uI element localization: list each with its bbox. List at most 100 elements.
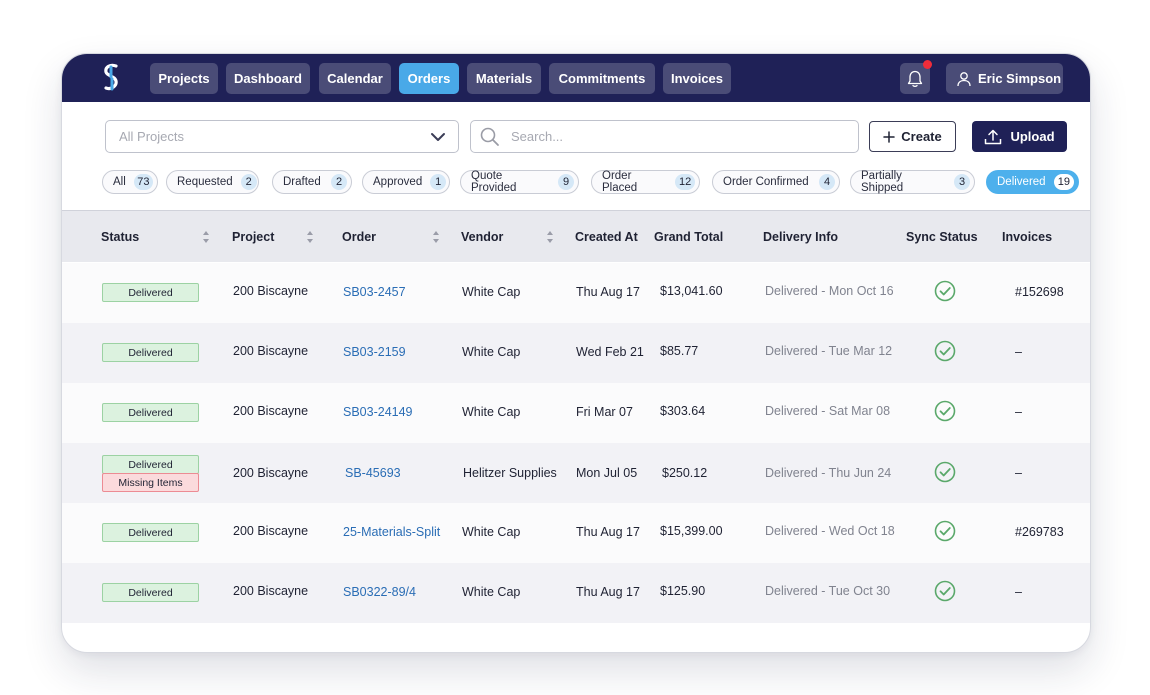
grand-total-cell: $250.12 (662, 466, 708, 480)
project-cell: 200 Biscayne (233, 284, 309, 298)
nav-materials[interactable]: Materials (467, 63, 541, 94)
table-row[interactable]: Delivered 200 Biscayne SB03-2457 White C… (62, 263, 1090, 323)
vendor-cell: White Cap (462, 585, 521, 599)
table-row[interactable]: Delivered 200 Biscayne 25-Materials-Spli… (62, 503, 1090, 563)
nav-invoices[interactable]: Invoices (663, 63, 731, 94)
table-row[interactable]: Delivered 200 Biscayne SB0322-89/4 White… (62, 563, 1090, 623)
created-at-cell: Mon Jul 05 (576, 466, 638, 480)
filter-delivered[interactable]: Delivered 19 (986, 170, 1079, 194)
filter-requested[interactable]: Requested 2 (166, 170, 259, 194)
delivery-info-cell: Delivered - Tue Oct 30 (765, 584, 891, 598)
nav-orders[interactable]: Orders (399, 63, 459, 94)
upload-icon (985, 129, 1002, 144)
filter-label: Requested (177, 176, 233, 188)
created-at-cell: Thu Aug 17 (576, 285, 640, 299)
upload-button[interactable]: Upload (972, 121, 1067, 152)
table-row[interactable]: Delivered Missing Items 200 Biscayne SB-… (62, 443, 1090, 503)
invoice-cell[interactable]: #269783 (1015, 525, 1064, 539)
order-link[interactable]: SB0322-89/4 (343, 585, 416, 599)
filter-all[interactable]: All 73 (102, 170, 158, 194)
table-row[interactable]: Delivered 200 Biscayne SB03-2159 White C… (62, 323, 1090, 383)
column-header-vendor[interactable]: Vendor (461, 230, 504, 244)
app-logo-icon[interactable] (102, 63, 122, 93)
column-header-grand-total[interactable]: Grand Total (654, 230, 724, 244)
filter-label: Order Placed (602, 170, 638, 194)
invoice-cell[interactable]: #152698 (1015, 285, 1064, 299)
column-header-delivery-info[interactable]: Delivery Info (763, 230, 839, 244)
order-link[interactable]: SB03-2457 (343, 285, 406, 299)
filter-count: 2 (331, 174, 347, 190)
column-header-project[interactable]: Project (232, 230, 275, 244)
project-select[interactable]: All Projects (105, 120, 459, 153)
check-circle-icon (934, 340, 956, 362)
created-at-cell: Fri Mar 07 (576, 405, 633, 419)
app-window: Projects Dashboard Calendar Orders Mater… (61, 53, 1091, 653)
create-button[interactable]: Create (869, 121, 956, 152)
check-circle-icon (934, 580, 956, 602)
filter-count: 3 (954, 174, 970, 190)
project-cell: 200 Biscayne (233, 524, 309, 538)
project-cell: 200 Biscayne (233, 584, 309, 598)
nav-dashboard[interactable]: Dashboard (226, 63, 310, 94)
plus-icon (883, 130, 896, 143)
nav-label: Projects (158, 71, 210, 86)
column-header-invoices[interactable]: Invoices (1002, 230, 1053, 244)
nav-projects[interactable]: Projects (150, 63, 218, 94)
create-label: Create (901, 129, 942, 144)
grand-total-cell: $15,399.00 (660, 524, 723, 538)
grand-total-cell: $85.77 (660, 344, 699, 358)
vendor-cell: White Cap (462, 345, 521, 359)
sort-icon[interactable] (432, 229, 440, 245)
check-circle-icon (934, 520, 956, 542)
filter-quote-provided[interactable]: Quote Provided 9 (460, 170, 579, 194)
column-header-order[interactable]: Order (342, 230, 377, 244)
grand-total-cell: $125.90 (660, 584, 706, 598)
filter-order-confirmed[interactable]: Order Confirmed 4 (712, 170, 840, 194)
project-cell: 200 Biscayne (233, 344, 309, 358)
vendor-cell: White Cap (462, 525, 521, 539)
filter-count: 73 (133, 174, 153, 190)
filter-count: 19 (1053, 174, 1074, 190)
sort-icon[interactable] (306, 229, 314, 245)
filter-label: Quote Provided (471, 170, 517, 194)
filter-label: Order Confirmed (723, 176, 809, 188)
user-menu-button[interactable]: Eric Simpson (946, 63, 1063, 94)
column-header-created-at[interactable]: Created At (575, 230, 638, 244)
filter-approved[interactable]: Approved 1 (362, 170, 450, 194)
created-at-cell: Wed Feb 21 (576, 345, 644, 359)
filter-count: 12 (675, 174, 695, 190)
sort-icon[interactable] (546, 229, 554, 245)
column-header-sync-status[interactable]: Sync Status (906, 230, 978, 244)
order-link[interactable]: 25-Materials-Split (343, 525, 441, 539)
filter-label: Drafted (283, 176, 321, 188)
status-badge: Delivered (102, 403, 199, 422)
status-badge: Delivered (102, 523, 199, 542)
project-cell: 200 Biscayne (233, 466, 309, 480)
nav-commitments[interactable]: Commitments (549, 63, 655, 94)
sort-icon[interactable] (202, 229, 210, 245)
table-row[interactable]: Delivered 200 Biscayne SB03-24149 White … (62, 383, 1090, 443)
status-badge: Delivered (102, 343, 199, 362)
project-cell: 200 Biscayne (233, 404, 309, 418)
filter-count: 2 (240, 174, 257, 190)
order-link[interactable]: SB03-24149 (343, 405, 413, 419)
nav-label: Orders (407, 71, 451, 86)
search-box[interactable] (470, 120, 859, 153)
filter-partially-shipped[interactable]: Partially Shipped 3 (850, 170, 975, 194)
status-badge: Delivered (102, 583, 199, 602)
created-at-cell: Thu Aug 17 (576, 525, 640, 539)
search-input[interactable] (511, 129, 831, 144)
nav-calendar[interactable]: Calendar (319, 63, 391, 94)
order-link[interactable]: SB03-2159 (343, 345, 406, 359)
grand-total-cell: $303.64 (660, 404, 706, 418)
vendor-cell: White Cap (462, 405, 521, 419)
table-header: Status Project Order Vendor Created At G… (62, 210, 1090, 262)
filter-order-placed[interactable]: Order Placed 12 (591, 170, 700, 194)
filter-label: Partially Shipped (861, 170, 904, 194)
filter-drafted[interactable]: Drafted 2 (272, 170, 352, 194)
nav-label: Dashboard (234, 71, 302, 86)
nav-label: Commitments (558, 71, 646, 86)
column-header-status[interactable]: Status (101, 230, 140, 244)
notification-dot (923, 60, 932, 69)
order-link[interactable]: SB-45693 (345, 466, 401, 480)
